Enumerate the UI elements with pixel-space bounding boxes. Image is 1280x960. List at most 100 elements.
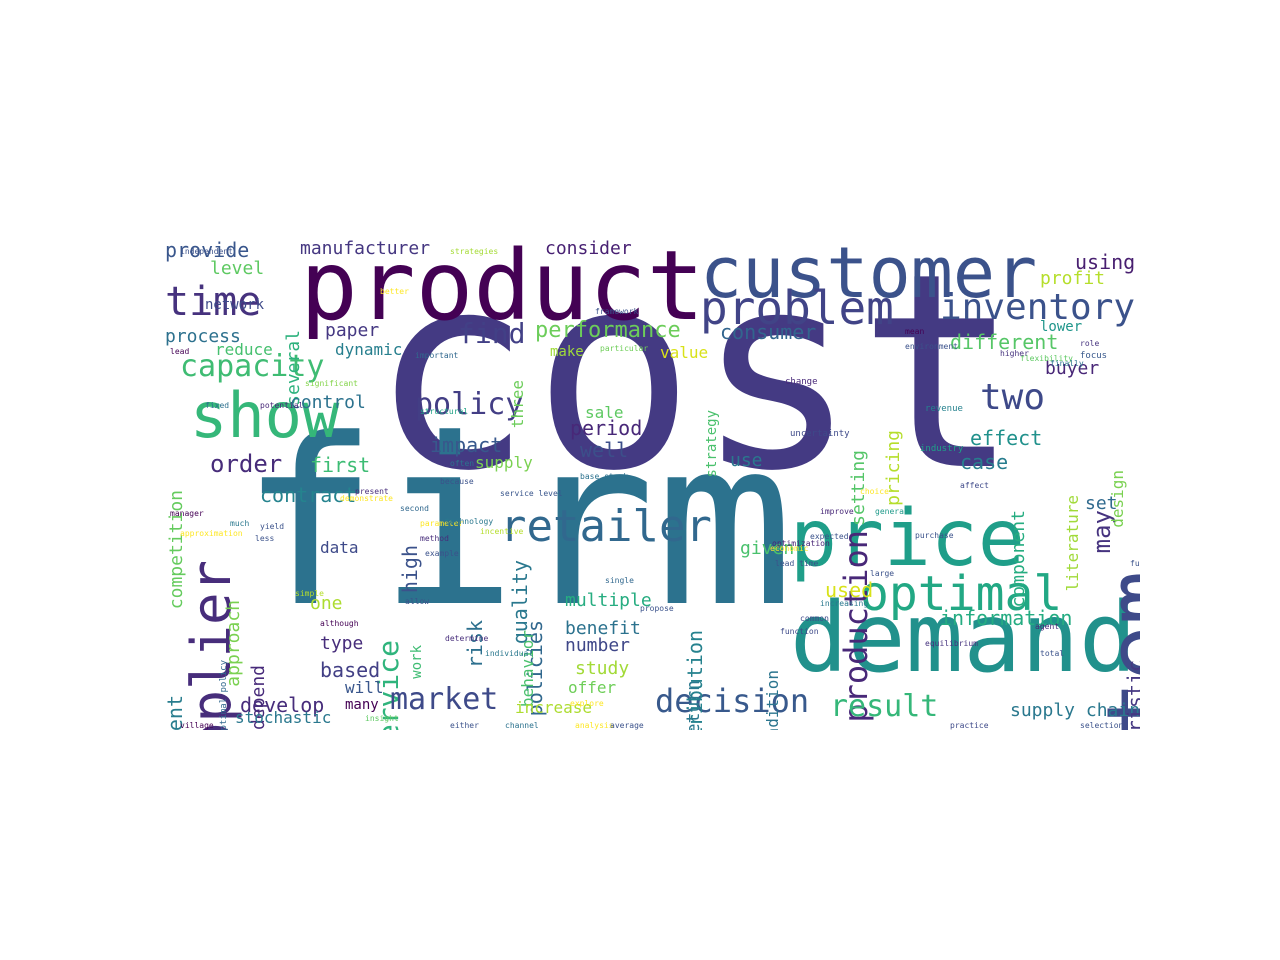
word-parameter: parameter (420, 519, 464, 528)
word-expected: expected (810, 532, 849, 541)
word-although: although (320, 619, 359, 628)
word-dynamic: dynamic (335, 340, 403, 359)
word-framework: framework (595, 307, 639, 316)
word-set: set (1085, 493, 1118, 514)
word-network: network (205, 297, 265, 313)
word-affect: affect (960, 481, 989, 490)
word-environment: environment (905, 342, 958, 351)
word-risk: risk (463, 620, 487, 669)
word-explore: explore (570, 699, 604, 708)
word-higher: higher (1000, 349, 1029, 358)
word-component: component (1008, 510, 1029, 608)
word-benefit: benefit (565, 618, 641, 639)
word-general: general (875, 507, 909, 516)
word-structural: structural (420, 407, 469, 416)
word-work: work (409, 645, 425, 679)
word-data: data (320, 538, 359, 557)
word-because: because (440, 477, 474, 486)
word-analysis: analysis (575, 721, 614, 730)
word-function: function (780, 627, 819, 636)
word-change: change (785, 377, 818, 387)
word-heuristic: heuristic (1123, 660, 1140, 730)
word-focus: focus (1080, 351, 1108, 361)
word-three: three (508, 380, 527, 429)
word-different: different (950, 330, 1059, 354)
word-well: well (580, 438, 629, 462)
word-demand: demand (790, 582, 1137, 694)
word-consumer: consumer (720, 320, 817, 344)
word-mean: mean (905, 327, 925, 336)
word-capacity: capacity (180, 349, 325, 384)
word-profit: profit (1040, 268, 1106, 289)
word-impact: impact (430, 433, 503, 457)
word-study: study (575, 658, 630, 679)
word-equilibrium: equilibrium (925, 639, 978, 648)
word-used: used (825, 578, 874, 602)
word-present: present (355, 487, 389, 496)
word-supply: supply (475, 453, 533, 472)
word-single: single (605, 576, 634, 585)
word-technology: technology (445, 517, 494, 526)
word-incentive: incentive (480, 527, 524, 536)
word-total: total (1040, 649, 1065, 658)
word-lead-time: lead time (775, 559, 819, 568)
word-high: high (398, 545, 422, 594)
word-performance: performance (535, 318, 681, 343)
word-often: often (450, 459, 475, 468)
word-literature: literature (1063, 495, 1082, 592)
word-yield: yield (260, 522, 285, 531)
word-customer: customer (700, 240, 1038, 314)
word-economic: economic (770, 544, 809, 553)
word-improve: improve (820, 507, 854, 516)
word-average: average (610, 721, 644, 730)
word-market: market (390, 682, 499, 717)
word-less: less (255, 534, 275, 543)
word-base-stock: base stock (580, 472, 629, 481)
word-manufacturer: manufacturer (300, 240, 431, 259)
word-effect: effect (970, 426, 1043, 450)
word-cost: cost (370, 240, 1021, 530)
word-level: level (210, 258, 265, 279)
word-behavior: behavior (518, 630, 537, 708)
word-manager: manager (170, 509, 204, 518)
word-price: price (790, 494, 1025, 584)
word-channel: channel (505, 721, 539, 730)
word-supply-chain: supply chain (1010, 700, 1140, 721)
word-practice: practice (950, 721, 989, 730)
word-common: common (800, 614, 829, 623)
word-type: type (320, 633, 364, 654)
word-uncertainty: uncertainty (790, 429, 850, 439)
word-competition: competition (166, 490, 187, 610)
word-given: given (740, 538, 795, 559)
word-optimal: optimal (860, 566, 1063, 622)
word-much: much (230, 519, 250, 528)
word-better: better (380, 287, 409, 296)
word-method: method (420, 534, 449, 543)
word-develop: develop (240, 693, 325, 717)
word-multiple: multiple (565, 590, 652, 611)
word-consider: consider (545, 240, 632, 259)
word-independent: independent (180, 247, 233, 256)
word-particular: particular (600, 344, 649, 353)
word-increasing: increasing (820, 599, 869, 608)
word-purchase: purchase (915, 531, 954, 540)
word-approximation: approximation (180, 529, 243, 538)
word-optimization: optimization (772, 539, 830, 548)
word-two: two (980, 377, 1046, 418)
word-return: return (683, 680, 704, 730)
word-process: process (165, 326, 241, 347)
word-result: result (830, 689, 939, 724)
word-village: village (180, 721, 214, 730)
word-many: many (345, 697, 379, 713)
word-demonstrate: demonstrate (340, 494, 393, 503)
word-stochastic: stochastic (235, 708, 332, 727)
word-selection: selection (1080, 721, 1124, 730)
word-lead: lead (170, 347, 190, 356)
word-lower: lower (1040, 319, 1083, 335)
word-first: first (310, 453, 371, 477)
word-number: number (565, 635, 631, 656)
word-potential: potential (260, 401, 304, 410)
word-allow: allow (405, 597, 430, 606)
word-cloud: costfirmproductcustomerdemandpricesystem… (160, 240, 1140, 730)
word-reduce: reduce (215, 340, 273, 359)
